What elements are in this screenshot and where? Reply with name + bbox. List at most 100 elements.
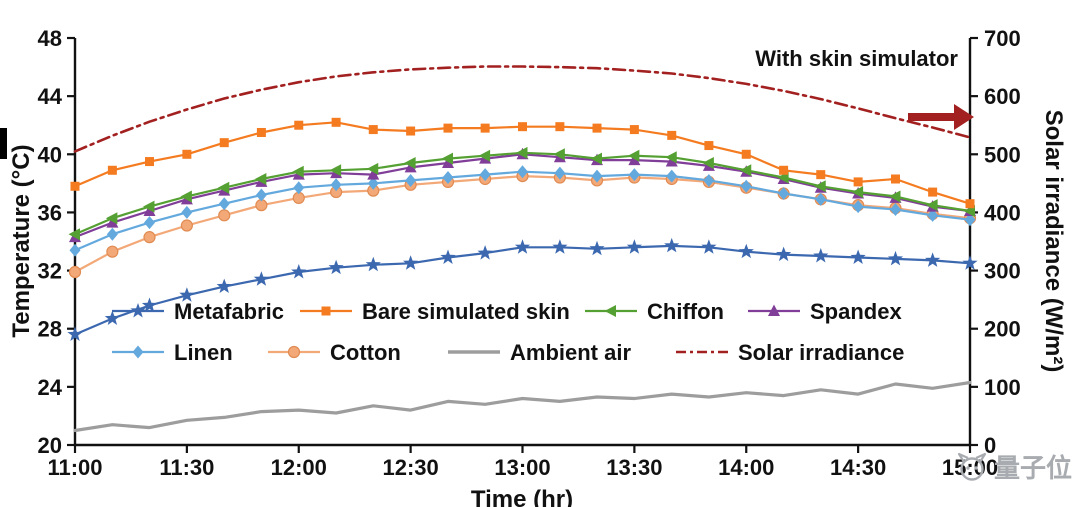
marker-triangle-left (180, 190, 192, 203)
series-spandex (69, 147, 976, 243)
marker-diamond (132, 345, 144, 359)
marker-star (179, 287, 195, 302)
bottom-tick-label: 11:30 (159, 455, 214, 480)
marker-triangle-left (553, 148, 565, 161)
right-arrow-icon (908, 104, 974, 130)
marker-square (741, 149, 751, 159)
series-solar-irradiance (73, 65, 972, 153)
right-tick-label: 200 (984, 317, 1021, 342)
marker-star (850, 249, 866, 264)
left-tick-label: 32 (38, 259, 62, 284)
marker-star (365, 256, 381, 272)
marker-square (890, 174, 900, 184)
right-tick-label: 0 (984, 433, 996, 458)
marker-square (629, 125, 639, 135)
marker-diamond (554, 166, 566, 180)
marker-square (853, 177, 863, 187)
marker-triangle-left (441, 152, 453, 165)
marker-square (145, 157, 155, 167)
legend-label: Cotton (330, 340, 401, 365)
marker-square (331, 117, 341, 127)
marker-star (130, 303, 146, 318)
marker-circle (143, 231, 156, 244)
legend-item-cotton (268, 345, 320, 359)
marker-star (104, 310, 120, 325)
marker-diamond (628, 168, 640, 182)
series-line (73, 65, 972, 153)
marker-diamond (889, 203, 901, 217)
right-tick-label: 300 (984, 259, 1021, 284)
marker-triangle-left (926, 199, 938, 212)
marker-diamond (218, 197, 230, 211)
marker-square (555, 122, 565, 132)
marker-square (294, 120, 304, 130)
left-tick-label: 44 (38, 84, 63, 109)
right-tick-label: 600 (984, 84, 1021, 109)
marker-diamond (815, 192, 827, 206)
marker-diamond (740, 179, 752, 193)
marker-diamond (479, 168, 491, 182)
bottom-tick-label: 14:00 (718, 455, 774, 480)
marker-diamond (367, 176, 379, 190)
marker-triangle-left (665, 151, 677, 164)
marker-square (406, 126, 416, 136)
marker-triangle-left (254, 172, 267, 185)
legend-item-chiffon (585, 305, 637, 317)
bottom-tick-label: 14:30 (830, 455, 886, 480)
legend-label: Metafabric (174, 299, 284, 324)
marker-star (962, 255, 978, 270)
marker-square (107, 165, 117, 175)
legend-label: Bare simulated skin (362, 299, 570, 324)
marker-diamond (293, 181, 305, 195)
watermark: 量子位 (955, 448, 1072, 485)
marker-diamond (181, 205, 193, 219)
legend-label: Ambient air (510, 340, 631, 365)
marker-star (216, 278, 232, 293)
marker-diamond (442, 171, 454, 185)
marker-triangle-left (292, 165, 304, 178)
marker-square (816, 170, 826, 180)
right-tick-label: 500 (984, 142, 1021, 167)
series-line (73, 170, 972, 252)
marker-square (480, 123, 490, 133)
marker-star (477, 245, 493, 260)
right-tick-label: 100 (984, 375, 1021, 400)
marker-star (626, 239, 642, 254)
bottom-tick-label: 13:30 (606, 455, 662, 480)
marker-diamond (964, 213, 976, 227)
marker-star (589, 240, 605, 256)
marker-triangle-left (217, 181, 230, 194)
marker-circle (68, 265, 82, 279)
marker-circle (106, 245, 119, 258)
marker-diamond (517, 165, 528, 179)
marker-triangle-left (627, 149, 640, 162)
marker-triangle-left (888, 190, 901, 203)
marker-triangle-left (478, 149, 491, 162)
marker-triangle-left (590, 152, 603, 165)
marker-square (965, 199, 975, 209)
legend-item-linen (112, 345, 164, 359)
marker-triangle-up (106, 216, 119, 228)
crop-artifact (0, 128, 7, 159)
marker-triangle-up (143, 204, 156, 216)
marker-square (779, 165, 789, 175)
marker-diamond (106, 227, 118, 241)
bottom-tick-label: 11:00 (47, 455, 102, 480)
marker-star (925, 252, 941, 267)
series-linen (69, 165, 976, 257)
marker-triangle-up (768, 304, 780, 316)
marker-star (253, 271, 269, 286)
marker-square (704, 141, 714, 151)
marker-square (368, 125, 378, 135)
marker-star (141, 297, 158, 312)
legend-item-bare-simulated-skin (300, 306, 352, 316)
left-tick-label: 36 (38, 200, 62, 225)
marker-star (440, 249, 456, 264)
marker-square (256, 127, 266, 137)
marker-diamond (703, 173, 715, 187)
marker-square (219, 138, 229, 148)
marker-triangle-left (143, 200, 155, 213)
series-metafabric (67, 237, 978, 341)
